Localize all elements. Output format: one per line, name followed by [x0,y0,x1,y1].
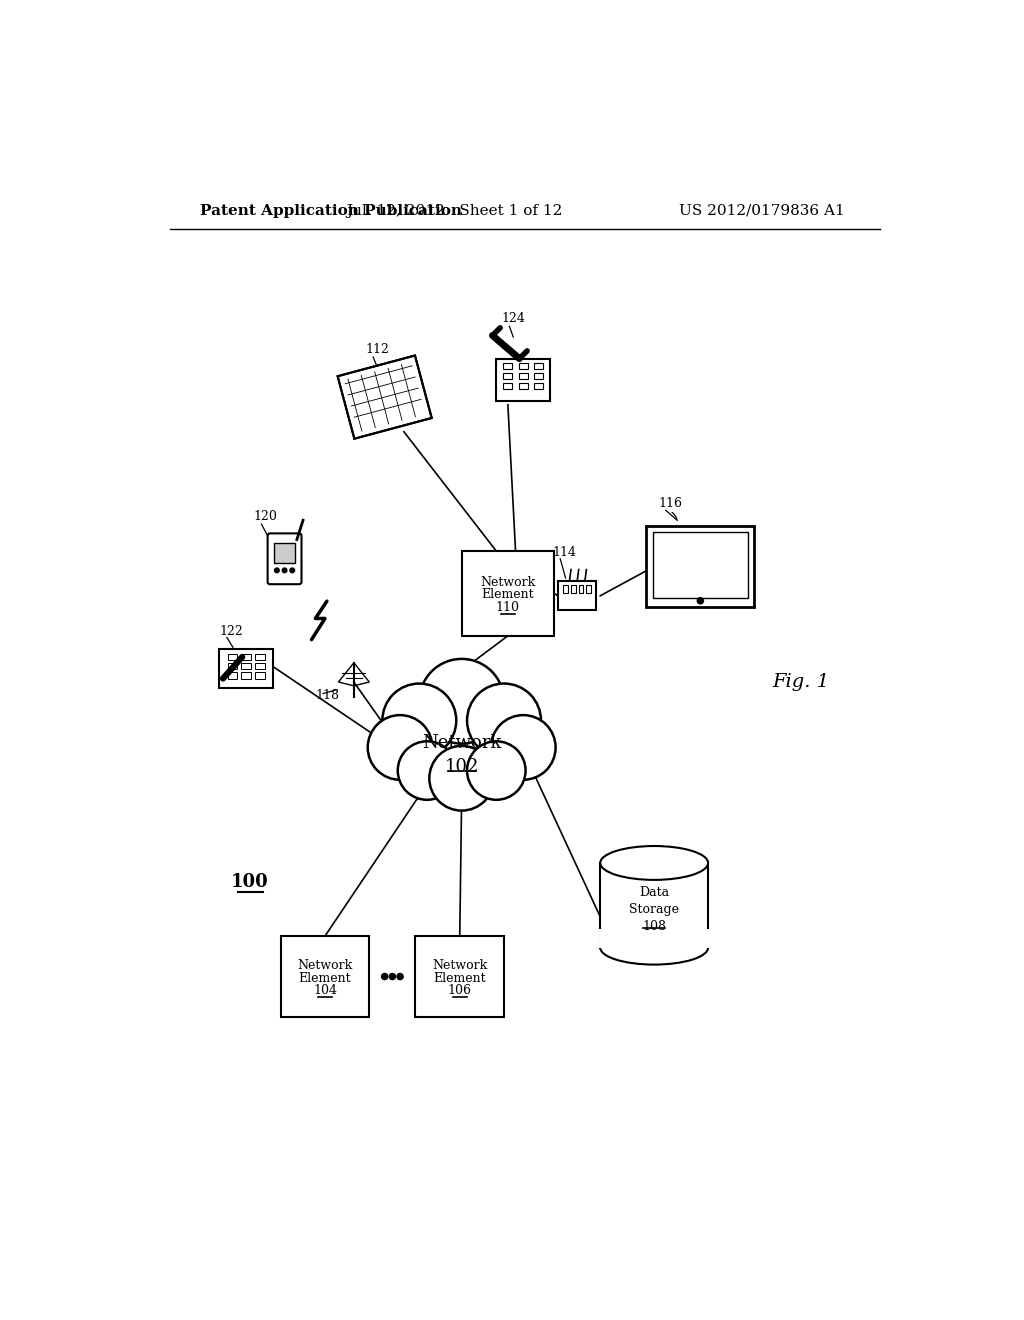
FancyBboxPatch shape [462,552,554,636]
Circle shape [274,568,280,573]
Text: 118: 118 [315,689,339,702]
Text: Network: Network [297,960,352,973]
FancyBboxPatch shape [503,363,512,370]
Text: 124: 124 [502,312,525,325]
FancyBboxPatch shape [255,653,264,660]
Circle shape [382,684,457,758]
Text: Data
Storage
108: Data Storage 108 [629,886,679,933]
FancyBboxPatch shape [600,863,708,948]
Circle shape [429,746,494,810]
FancyBboxPatch shape [587,585,591,593]
FancyBboxPatch shape [497,359,550,401]
Circle shape [368,715,432,780]
Circle shape [389,973,395,979]
FancyBboxPatch shape [255,663,264,669]
FancyBboxPatch shape [227,653,237,660]
Circle shape [467,684,541,758]
Text: Network: Network [432,960,487,973]
Circle shape [290,568,295,573]
FancyBboxPatch shape [242,653,251,660]
FancyBboxPatch shape [571,585,575,593]
FancyBboxPatch shape [242,672,251,678]
Text: Network: Network [480,576,536,589]
FancyBboxPatch shape [227,663,237,669]
FancyBboxPatch shape [281,936,370,1016]
FancyBboxPatch shape [267,533,301,585]
Circle shape [697,598,703,603]
FancyBboxPatch shape [416,936,504,1016]
FancyBboxPatch shape [535,363,544,370]
Text: 114: 114 [553,546,577,560]
FancyBboxPatch shape [503,374,512,379]
Ellipse shape [600,846,708,880]
Text: Jul. 12, 2012   Sheet 1 of 12: Jul. 12, 2012 Sheet 1 of 12 [346,203,562,218]
FancyBboxPatch shape [273,544,295,562]
Circle shape [397,973,403,979]
FancyBboxPatch shape [255,672,264,678]
Text: Network
102: Network 102 [422,734,502,776]
FancyBboxPatch shape [518,383,528,389]
FancyBboxPatch shape [338,355,432,438]
Text: Element: Element [299,972,351,985]
Text: 104: 104 [313,983,337,997]
FancyBboxPatch shape [535,374,544,379]
Text: Fig. 1: Fig. 1 [772,673,829,690]
Text: Element: Element [433,972,486,985]
Text: 100: 100 [231,874,268,891]
Text: Element: Element [481,589,535,602]
Text: US 2012/0179836 A1: US 2012/0179836 A1 [679,203,845,218]
FancyBboxPatch shape [219,649,273,688]
Circle shape [397,742,457,800]
Circle shape [490,715,556,780]
Circle shape [467,742,525,800]
Circle shape [283,568,287,573]
FancyBboxPatch shape [646,527,755,607]
Text: 106: 106 [447,983,472,997]
FancyBboxPatch shape [579,585,584,593]
Text: 120: 120 [254,510,278,523]
Text: 116: 116 [658,496,682,510]
Text: 110: 110 [496,601,520,614]
FancyBboxPatch shape [518,363,528,370]
Text: 122: 122 [219,626,243,639]
FancyBboxPatch shape [599,929,710,948]
Text: 112: 112 [366,343,389,356]
Circle shape [382,973,388,979]
FancyBboxPatch shape [518,374,528,379]
FancyBboxPatch shape [652,532,749,598]
FancyBboxPatch shape [535,383,544,389]
FancyBboxPatch shape [242,663,251,669]
FancyBboxPatch shape [503,383,512,389]
Text: Patent Application Publication: Patent Application Publication [200,203,462,218]
Ellipse shape [600,931,708,965]
FancyBboxPatch shape [563,585,568,593]
Circle shape [419,659,504,743]
FancyBboxPatch shape [227,672,237,678]
FancyBboxPatch shape [558,581,596,610]
